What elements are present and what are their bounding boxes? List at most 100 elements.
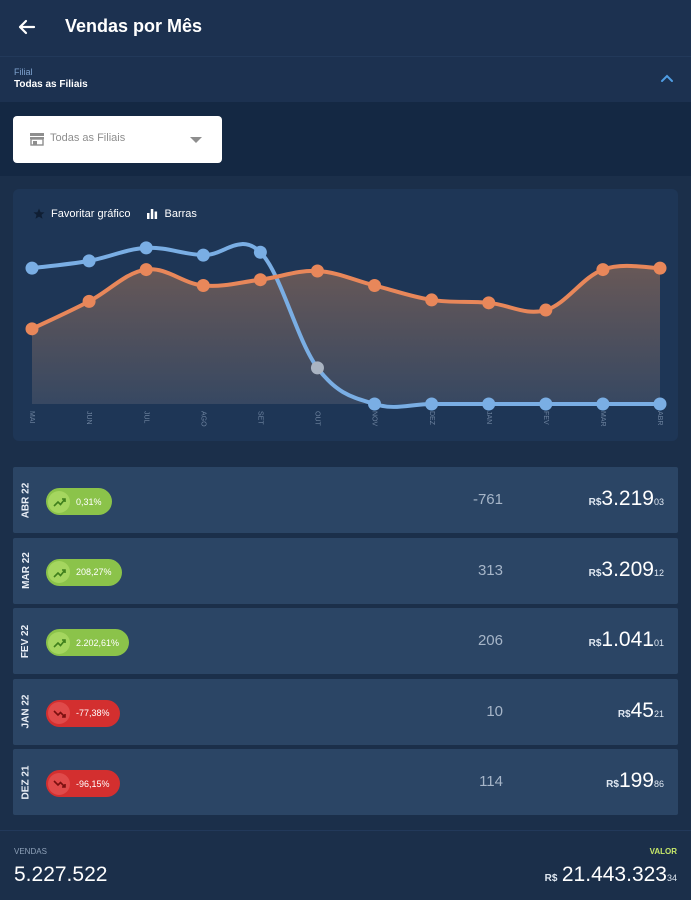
row-value-cents: 01	[653, 638, 664, 648]
data-point-blue[interactable]	[139, 241, 153, 255]
currency-symbol: R$	[544, 873, 558, 884]
row-value-integer: 45	[630, 698, 654, 722]
value-label: VALOR	[649, 847, 677, 856]
data-point-blue[interactable]	[425, 397, 439, 411]
value-total: R$ 21.443.32334	[545, 863, 677, 887]
filter-caption: Filial	[14, 67, 33, 77]
value-total-integer: 21.443.323	[561, 863, 667, 886]
data-point-orange[interactable]	[653, 261, 667, 275]
data-point-orange[interactable]	[596, 263, 610, 277]
row-value-cents: 86	[653, 779, 664, 789]
bars-toggle-button[interactable]: Barras	[146, 208, 197, 220]
row-value-cents: 12	[653, 567, 664, 578]
data-point-blue[interactable]	[196, 248, 210, 262]
row-month-label: JAN 22	[20, 694, 32, 729]
data-point-orange[interactable]	[196, 278, 210, 292]
percent-change-value: -77,38%	[76, 708, 110, 718]
trending-up-icon	[48, 631, 70, 654]
data-point-blue[interactable]	[82, 254, 96, 268]
row-quantity: 206	[477, 632, 503, 649]
data-point-blue[interactable]	[596, 397, 610, 411]
row-value-integer: 1.041	[601, 628, 654, 651]
data-point-orange[interactable]	[539, 303, 553, 317]
data-point-blue[interactable]	[368, 397, 382, 411]
series-line-orange	[30, 263, 662, 331]
chevron-up-icon[interactable]	[659, 71, 675, 87]
x-tick-label: OUT	[314, 411, 321, 427]
percent-change-value: -96,15%	[76, 778, 110, 789]
chart-card: MAI JUN JUL AGO SET OUT NOV DEZ JAN FEV MAR ABR Fav…	[13, 189, 678, 441]
row-value-integer: 199	[618, 769, 654, 792]
trending-down-icon	[48, 772, 70, 795]
x-tick-label: AGO	[199, 411, 206, 427]
data-point-orange[interactable]	[310, 264, 324, 278]
percent-change-value: 208,27%	[76, 567, 112, 577]
data-point-orange[interactable]	[368, 278, 382, 292]
row-month: FEV 22	[13, 608, 39, 674]
x-tick-label: JAN	[485, 411, 492, 424]
list-item[interactable]: MAR 22 208,27% 313 R$3.20912	[13, 537, 678, 604]
favorite-chart-button[interactable]: Favoritar gráfico	[33, 208, 130, 220]
row-month: ABR 22	[13, 467, 39, 533]
row-value: R$19986	[606, 769, 664, 793]
percent-change-badge: -77,38%	[46, 699, 120, 727]
currency-symbol: R$	[588, 567, 602, 579]
x-tick-label: JUL	[142, 411, 149, 424]
app-bar: Vendas por Mês	[0, 0, 691, 56]
row-quantity: 10	[486, 702, 503, 720]
percent-change-badge: 2.202,61%	[46, 629, 130, 656]
filter-header[interactable]: Filial Todas as Filiais	[0, 56, 691, 102]
data-point-blue[interactable]	[482, 397, 496, 411]
row-value: R$3.21903	[589, 487, 664, 511]
percent-change-value: 2.202,61%	[76, 637, 120, 648]
row-value: R$3.20912	[589, 558, 664, 582]
list-item[interactable]: FEV 22 2.202,61% 206 R$1.04101	[13, 608, 678, 674]
data-point-blue[interactable]	[539, 397, 553, 411]
list-item[interactable]: JAN 22 -77,38% 10 R$4521	[13, 678, 678, 745]
row-value: R$4521	[618, 699, 664, 723]
data-point-orange[interactable]	[253, 273, 267, 287]
data-point-orange[interactable]	[425, 293, 439, 307]
sales-label: VENDAS	[14, 847, 47, 856]
x-tick-label: NOV	[371, 411, 378, 427]
data-point-orange[interactable]	[139, 263, 153, 277]
favorite-chart-label: Favoritar gráfico	[51, 208, 131, 220]
chart-toolbar: Favoritar gráfico Barras	[33, 208, 197, 220]
branch-select[interactable]: Todas as Filiais	[13, 116, 222, 163]
percent-change-badge: -96,15%	[46, 770, 120, 797]
trending-up-icon	[48, 490, 70, 513]
row-month-label: ABR 22	[20, 482, 32, 518]
back-arrow-icon[interactable]	[14, 14, 40, 40]
data-point-orange[interactable]	[82, 294, 96, 308]
row-quantity: 114	[479, 773, 503, 790]
value-total-cents: 34	[666, 873, 677, 883]
trending-up-icon	[48, 561, 70, 583]
filter-value: Todas as Filiais	[14, 79, 88, 90]
currency-symbol: R$	[606, 779, 619, 790]
percent-change-value: 0,31%	[76, 496, 102, 507]
data-point-orange[interactable]	[482, 296, 496, 310]
currency-symbol: R$	[588, 497, 602, 508]
row-value-cents: 21	[653, 708, 664, 719]
x-tick-label: ABR	[656, 411, 663, 425]
filter-panel: Todas as Filiais	[0, 102, 691, 176]
x-tick-label: DEZ	[428, 411, 435, 426]
x-tick-label: JUN	[85, 411, 92, 425]
x-tick-label: SET	[257, 411, 264, 425]
caret-down-icon	[190, 137, 202, 143]
row-value-integer: 3.219	[601, 487, 654, 510]
row-value-cents: 03	[653, 497, 664, 507]
row-month: DEZ 21	[13, 749, 39, 815]
data-point-blue[interactable]	[25, 261, 39, 275]
list-item[interactable]: ABR 22 0,31% -761 R$3.21903	[13, 467, 678, 533]
data-point-blue[interactable]	[653, 397, 667, 411]
data-point-blue[interactable]	[310, 361, 324, 375]
sales-chart: MAI JUN JUL AGO SET OUT NOV DEZ JAN FEV MAR ABR	[25, 241, 667, 427]
row-quantity: -761	[472, 491, 503, 508]
data-point-blue[interactable]	[253, 245, 267, 259]
page-title: Vendas por Mês	[65, 16, 203, 36]
data-point-orange[interactable]	[25, 322, 39, 336]
bar-chart-icon	[147, 209, 158, 219]
list-item[interactable]: DEZ 21 -96,15% 114 R$19986	[13, 749, 678, 815]
branch-select-value: Todas as Filiais	[50, 132, 126, 144]
